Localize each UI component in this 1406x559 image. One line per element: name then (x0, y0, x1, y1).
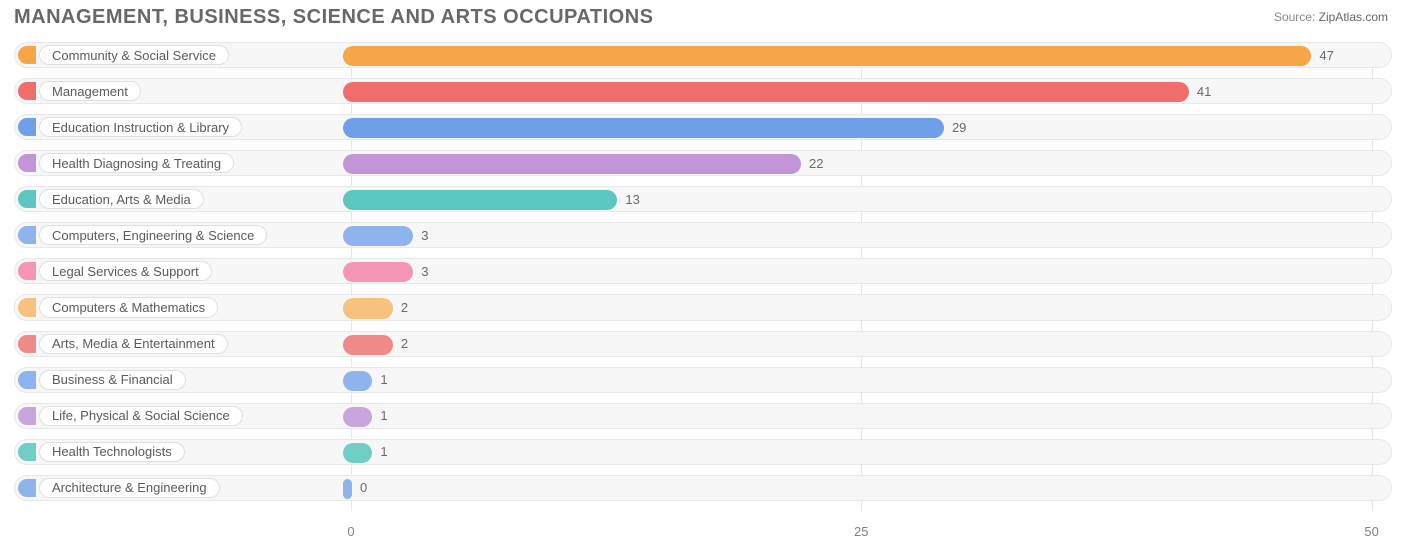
bar-cap (18, 154, 36, 172)
bar-category-label: Community & Social Service (39, 45, 229, 65)
bar-value-label: 47 (1319, 43, 1333, 67)
bar-fill (343, 154, 801, 174)
bar-row: Life, Physical & Social Science 1 (14, 403, 1392, 433)
bar-cap (18, 479, 36, 497)
bar-fill (343, 82, 1189, 102)
bar-category-label: Computers & Mathematics (39, 297, 218, 317)
bar-row: Architecture & Engineering 0 (14, 475, 1392, 505)
bar-cap (18, 407, 36, 425)
bar-value-label: 2 (401, 332, 408, 356)
bar-fill (343, 118, 944, 138)
bar-track: Health Technologists 1 (14, 439, 1392, 465)
bar-fill (343, 371, 372, 391)
bar-category-label: Education Instruction & Library (39, 117, 242, 137)
bar-value-label: 1 (380, 440, 387, 464)
bar-row: Arts, Media & Entertainment 2 (14, 331, 1392, 361)
bar-category-label: Legal Services & Support (39, 261, 212, 281)
bar-track: Education Instruction & Library 29 (14, 114, 1392, 140)
bar-cap (18, 262, 36, 280)
bar-category-label: Business & Financial (39, 370, 186, 390)
bar-track: Management 41 (14, 78, 1392, 104)
bar-value-label: 29 (952, 115, 966, 139)
bar-category-label: Life, Physical & Social Science (39, 406, 243, 426)
bar-category-label: Computers, Engineering & Science (39, 225, 267, 245)
bar-fill (343, 262, 413, 282)
bar-fill (343, 226, 413, 246)
bar-row: Business & Financial 1 (14, 367, 1392, 397)
bar-row: Health Technologists 1 (14, 439, 1392, 469)
bar-cap (18, 443, 36, 461)
bar-row: Education, Arts & Media 13 (14, 186, 1392, 216)
bar-track: Computers, Engineering & Science 3 (14, 222, 1392, 248)
bars-container: Community & Social Service 47 Management 41… (14, 42, 1392, 511)
bar-category-label: Arts, Media & Entertainment (39, 334, 228, 354)
bar-cap (18, 190, 36, 208)
bar-cap (18, 298, 36, 316)
bar-cap (18, 371, 36, 389)
bar-value-label: 3 (421, 259, 428, 283)
bar-cap (18, 335, 36, 353)
bar-row: Health Diagnosing & Treating 22 (14, 150, 1392, 180)
bar-value-label: 1 (380, 368, 387, 392)
bar-fill (343, 46, 1311, 66)
bar-cap (18, 118, 36, 136)
bar-category-label: Health Diagnosing & Treating (39, 153, 234, 173)
bar-fill (343, 443, 372, 463)
bar-value-label: 1 (380, 404, 387, 428)
axis-tick: 0 (347, 524, 354, 539)
x-axis: 0 25 50 (14, 517, 1392, 539)
chart-title: MANAGEMENT, BUSINESS, SCIENCE AND ARTS O… (14, 6, 653, 29)
bar-fill (343, 407, 372, 427)
axis-tick: 25 (854, 524, 868, 539)
bar-track: Computers & Mathematics 2 (14, 294, 1392, 320)
bar-row: Community & Social Service 47 (14, 42, 1392, 72)
bar-category-label: Management (39, 81, 141, 101)
bar-cap (18, 82, 36, 100)
bar-fill (343, 479, 352, 499)
bar-track: Business & Financial 1 (14, 367, 1392, 393)
chart-area: Community & Social Service 47 Management 41… (14, 42, 1392, 539)
bar-value-label: 13 (625, 187, 639, 211)
source-attribution: Source: ZipAtlas.com (1274, 10, 1388, 24)
bar-track: Health Diagnosing & Treating 22 (14, 150, 1392, 176)
bar-row: Computers & Mathematics 2 (14, 294, 1392, 324)
bar-fill (343, 298, 393, 318)
bar-value-label: 0 (360, 476, 367, 500)
axis-tick: 50 (1364, 524, 1378, 539)
source-site: ZipAtlas.com (1319, 10, 1388, 24)
bar-cap (18, 46, 36, 64)
source-label: Source: (1274, 10, 1315, 24)
bar-row: Computers, Engineering & Science 3 (14, 222, 1392, 252)
bar-row: Education Instruction & Library 29 (14, 114, 1392, 144)
bar-category-label: Education, Arts & Media (39, 189, 204, 209)
bar-row: Management 41 (14, 78, 1392, 108)
bar-value-label: 41 (1197, 79, 1211, 103)
bar-track: Legal Services & Support 3 (14, 258, 1392, 284)
bar-track: Life, Physical & Social Science 1 (14, 403, 1392, 429)
bar-value-label: 22 (809, 151, 823, 175)
bar-value-label: 3 (421, 223, 428, 247)
bar-value-label: 2 (401, 295, 408, 319)
bar-fill (343, 190, 617, 210)
bar-track: Architecture & Engineering 0 (14, 475, 1392, 501)
bar-track: Arts, Media & Entertainment 2 (14, 331, 1392, 357)
bar-row: Legal Services & Support 3 (14, 258, 1392, 288)
bar-track: Education, Arts & Media 13 (14, 186, 1392, 212)
bar-category-label: Architecture & Engineering (39, 478, 220, 498)
bar-category-label: Health Technologists (39, 442, 185, 462)
bar-cap (18, 226, 36, 244)
bar-track: Community & Social Service 47 (14, 42, 1392, 68)
bar-fill (343, 335, 393, 355)
